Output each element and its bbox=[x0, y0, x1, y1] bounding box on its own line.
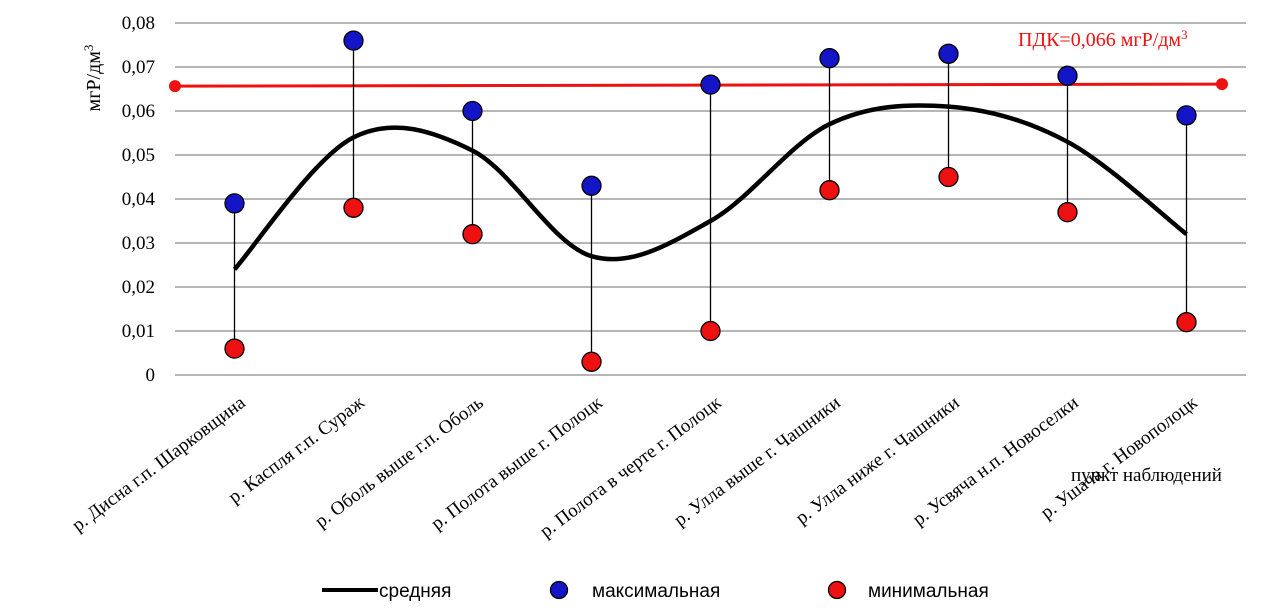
y-tick-label: 0,06 bbox=[122, 101, 155, 122]
legend-min-swatch bbox=[827, 580, 847, 600]
max-point bbox=[938, 43, 959, 64]
legend: средняя максимальная минимальная bbox=[322, 580, 989, 602]
reference-line-label-sup: 3 bbox=[1181, 27, 1188, 42]
max-point bbox=[581, 175, 602, 196]
x-tick-label: р. Дисна г.п. Шарковщина bbox=[68, 392, 250, 536]
y-tick-label: 0,07 bbox=[122, 57, 155, 78]
reference-line-label-text: ПДК=0,066 мгР/дм bbox=[1018, 29, 1181, 51]
y-tick-label: 0,02 bbox=[122, 277, 155, 298]
reference-line-end-marker bbox=[1216, 78, 1228, 91]
y-tick-label: 0,03 bbox=[122, 233, 155, 254]
max-point bbox=[343, 30, 364, 51]
legend-min-label: минимальная bbox=[868, 581, 989, 602]
max-point bbox=[1176, 105, 1197, 126]
axis-layer: 0 0,01 0,02 0,03 0,04 0,05 0,06 0,07 0,08 р. Дисн… bbox=[68, 13, 1246, 542]
min-point bbox=[700, 320, 721, 342]
min-point bbox=[1057, 202, 1078, 223]
y-tick-label: 0,04 bbox=[122, 189, 156, 210]
legend-max-swatch bbox=[549, 580, 569, 600]
y-tick-label: 0,01 bbox=[122, 321, 155, 342]
max-point bbox=[1057, 65, 1078, 86]
min-point bbox=[462, 224, 483, 245]
reference-line-start-marker bbox=[169, 80, 181, 93]
max-point bbox=[700, 74, 721, 95]
min-point bbox=[938, 166, 959, 188]
min-point bbox=[1176, 312, 1197, 333]
min-point bbox=[343, 197, 364, 218]
marker-layer bbox=[224, 30, 1197, 372]
average-series-line bbox=[232, 103, 1188, 271]
y-axis-label-text: мгР/дм bbox=[83, 51, 105, 112]
min-point bbox=[581, 351, 602, 372]
reference-line-label: ПДК=0,066 мгР/дм3 bbox=[1018, 27, 1188, 52]
average-line-layer bbox=[232, 103, 1188, 271]
y-axis-label-sup: 3 bbox=[81, 45, 96, 52]
label-layer: мгР/дм3 пункт наблюдений ПДК=0,066 мгР/д… bbox=[81, 27, 1222, 487]
y-tick-label: 0,05 bbox=[122, 145, 155, 166]
max-point bbox=[819, 48, 840, 69]
reference-line-layer bbox=[169, 78, 1228, 93]
reference-line bbox=[174, 82, 1223, 88]
max-point bbox=[462, 100, 483, 122]
y-axis-label: мгР/дм3 bbox=[81, 45, 106, 112]
min-point bbox=[819, 180, 840, 201]
legend-max-label: максимальная bbox=[592, 581, 720, 602]
max-point bbox=[224, 193, 245, 214]
legend-average-label: средняя bbox=[379, 581, 451, 602]
min-point bbox=[224, 338, 245, 359]
x-axis-label: пункт наблюдений bbox=[1071, 465, 1222, 486]
y-tick-label: 0 bbox=[146, 365, 156, 386]
y-tick-label: 0,08 bbox=[122, 13, 155, 34]
